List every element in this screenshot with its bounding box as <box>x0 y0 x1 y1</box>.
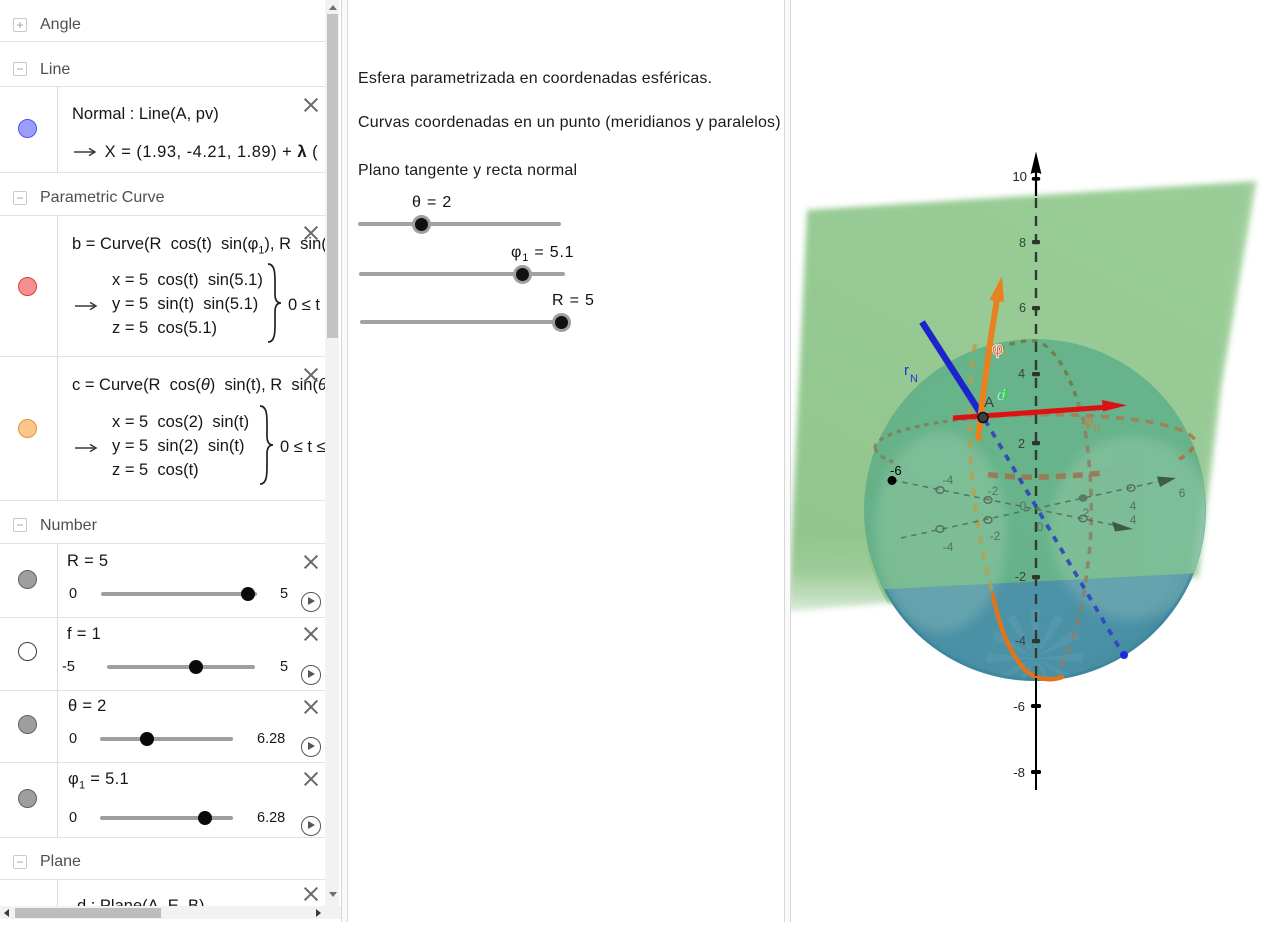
svg-text:N: N <box>910 373 918 385</box>
svg-text:-2: -2 <box>990 529 1001 543</box>
svg-text:6: 6 <box>1019 301 1026 315</box>
svg-text:4: 4 <box>1130 513 1137 527</box>
svg-text:φ: φ <box>992 339 1003 358</box>
svg-text:2: 2 <box>1018 437 1025 451</box>
svg-text:4: 4 <box>1130 499 1137 513</box>
svg-text:6: 6 <box>1179 486 1186 500</box>
svg-text:8: 8 <box>1019 236 1026 250</box>
svg-text:-2: -2 <box>1015 570 1026 584</box>
svg-text:v: v <box>1003 347 1009 359</box>
svg-text:-6: -6 <box>890 463 902 478</box>
svg-text:d: d <box>997 388 1006 404</box>
svg-text:-4: -4 <box>943 473 954 487</box>
svg-text:d: d <box>1000 387 1009 403</box>
svg-text:-6: -6 <box>1013 699 1025 714</box>
svg-text:-4: -4 <box>1015 634 1026 648</box>
svg-text:u: u <box>1094 422 1100 434</box>
svg-text:-2: -2 <box>988 484 999 498</box>
svg-text:-8: -8 <box>1013 765 1025 780</box>
svg-text:φ: φ <box>1083 413 1093 430</box>
svg-text:2: 2 <box>1083 506 1090 520</box>
svg-text:A: A <box>984 394 994 411</box>
svg-text:0: 0 <box>1037 520 1044 534</box>
svg-text:4: 4 <box>1018 367 1025 381</box>
svg-text:10: 10 <box>1012 169 1027 184</box>
svg-text:r: r <box>904 362 909 379</box>
svg-text:0: 0 <box>1020 499 1027 513</box>
svg-text:-4: -4 <box>943 540 954 554</box>
